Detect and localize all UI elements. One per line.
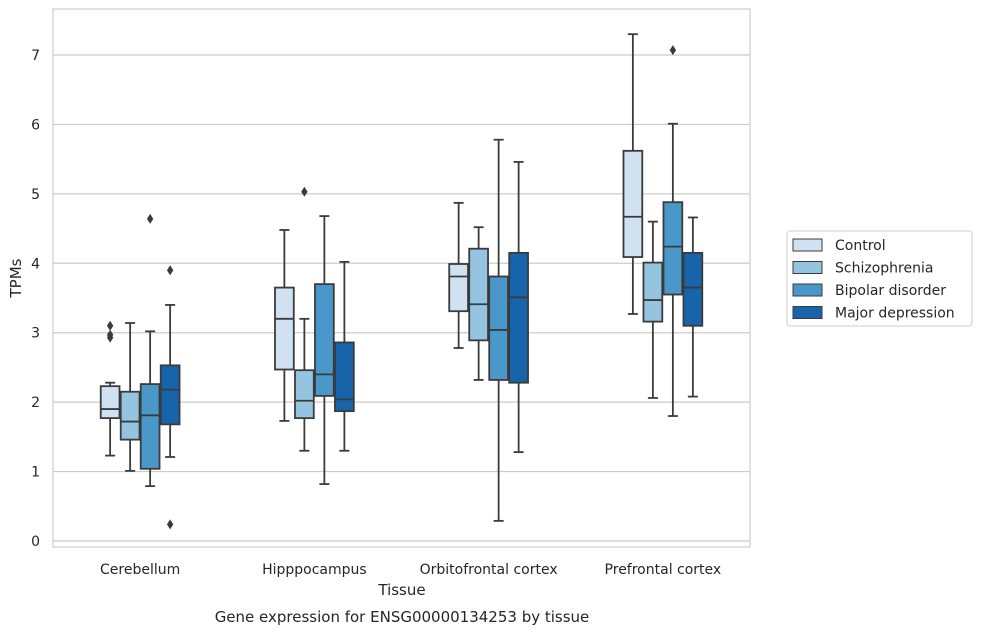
box-iqr xyxy=(159,364,181,426)
outlier-point xyxy=(669,45,677,56)
box-iqr xyxy=(468,247,489,342)
box-0-0 xyxy=(99,320,121,457)
y-tick-label: 4 xyxy=(31,256,40,272)
box-iqr xyxy=(139,383,161,470)
box-1-0 xyxy=(119,322,141,472)
box-iqr xyxy=(448,263,469,313)
box-iqr xyxy=(642,261,664,323)
y-tick-label: 0 xyxy=(31,534,40,550)
outlier-point xyxy=(166,519,174,530)
y-tick-label: 7 xyxy=(31,48,40,64)
x-tick-label: Hipppocampus xyxy=(262,562,367,578)
legend: Control Schizophrenia Bipolar disorder Majo… xyxy=(786,230,973,327)
box-0-1 xyxy=(274,229,295,422)
box-0-2 xyxy=(448,201,469,349)
box-iqr xyxy=(274,286,295,371)
legend-frame xyxy=(786,230,973,327)
outlier-point xyxy=(106,320,114,331)
box-2-2 xyxy=(488,138,509,522)
legend-swatch xyxy=(792,238,823,252)
box-1-3 xyxy=(642,220,664,399)
box-iqr xyxy=(314,283,335,397)
y-tick-label: 1 xyxy=(31,465,40,481)
legend-label: Schizophrenia xyxy=(835,261,933,277)
y-tick-label: 2 xyxy=(31,395,40,411)
box-3-2 xyxy=(508,161,529,454)
y-axis-label: TPMs xyxy=(7,258,25,298)
legend-label: Control xyxy=(835,238,886,254)
box-iqr xyxy=(488,275,509,381)
y-tick-label: 6 xyxy=(31,117,40,133)
outlier-point xyxy=(301,186,308,197)
x-axis-ticks: Cerebellum Hipppocampus Orbitofrontal cort… xyxy=(100,562,721,578)
box-3-0 xyxy=(159,265,181,530)
box-2-0 xyxy=(139,213,161,488)
box-iqr xyxy=(508,251,529,384)
box-iqr xyxy=(119,390,141,441)
legend-swatch xyxy=(792,306,823,319)
y-tick-label: 5 xyxy=(31,187,40,203)
box-plots xyxy=(99,33,704,530)
box-iqr xyxy=(99,385,121,420)
box-0-3 xyxy=(622,33,644,315)
outlier-point xyxy=(106,329,114,340)
x-tick-label: Orbitofrontal cortex xyxy=(420,562,558,578)
box-iqr xyxy=(334,341,355,413)
box-iqr xyxy=(622,149,644,258)
box-1-1 xyxy=(294,186,315,452)
box-3-3 xyxy=(682,216,704,398)
y-tick-label: 3 xyxy=(31,326,40,342)
box-3-1 xyxy=(334,260,355,452)
box-2-3 xyxy=(662,45,684,417)
x-axis-label: Tissue xyxy=(377,581,425,599)
legend-swatch xyxy=(792,283,823,297)
outlier-point xyxy=(166,265,174,276)
box-2-1 xyxy=(314,215,335,485)
legend-swatch xyxy=(792,261,823,274)
x-tick-label: Prefrontal cortex xyxy=(605,562,722,578)
box-1-2 xyxy=(468,226,489,381)
legend-label: Major depression xyxy=(835,306,955,322)
box-iqr xyxy=(294,369,315,420)
x-tick-label: Cerebellum xyxy=(100,562,180,578)
legend-label: Bipolar disorder xyxy=(835,283,946,299)
box-iqr xyxy=(662,201,684,296)
y-axis-ticks: 0 1 2 3 4 5 6 7 xyxy=(31,48,40,550)
chart-title: Gene expression for ENSG00000134253 by t… xyxy=(215,608,590,626)
plot-frame xyxy=(52,8,751,548)
box-iqr xyxy=(682,251,704,327)
outlier-point xyxy=(146,213,154,224)
